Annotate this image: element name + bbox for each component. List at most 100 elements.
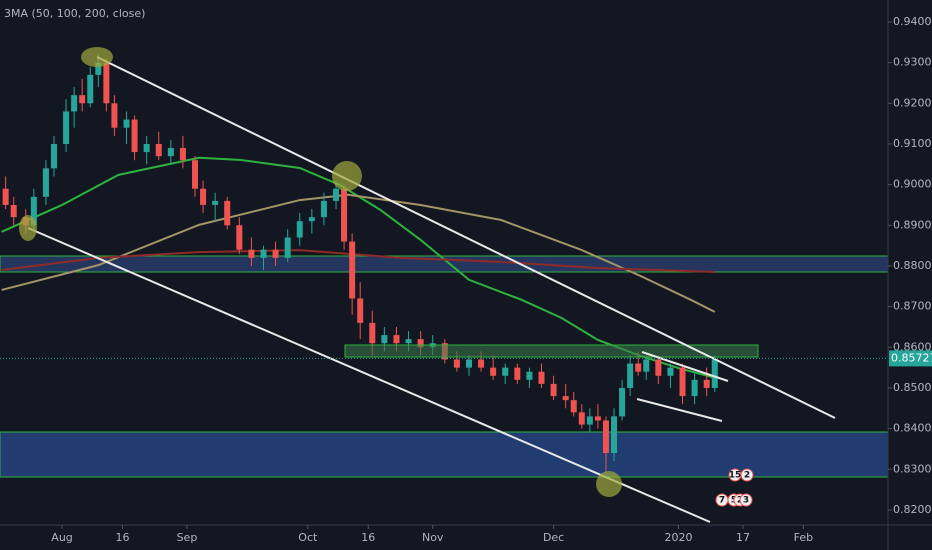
candle-body [586,416,593,425]
candle-body [478,359,485,368]
candle-body [143,143,150,153]
event-icon[interactable] [740,468,754,482]
candle-body [550,383,557,397]
candle-body [538,371,545,384]
x-tick-label: 16 [361,531,375,544]
candle-body [248,249,255,258]
candle-body [691,379,698,397]
candle-body [192,160,199,189]
x-tick-label: Sep [177,531,198,544]
candle-body [514,367,521,380]
candle-body [703,379,710,388]
candle-body [502,367,509,376]
event-count: 7 [719,496,725,506]
candle-body [562,396,569,401]
candle-body [619,387,626,417]
candle-body [284,237,291,258]
candle-body [71,95,78,112]
x-tick-label: Aug [51,531,72,544]
candle-body [381,335,388,344]
candle-body [341,188,348,242]
candle-body [260,249,267,258]
y-tick-label: 0.82000 [893,503,932,516]
events[interactable]: 15 2 7 5 2 3 [715,468,754,507]
candle-body [79,95,86,104]
candle-body [10,204,17,218]
candle-body [155,143,162,157]
event-icon[interactable] [739,493,753,507]
candle-body [602,420,609,454]
candle-body [490,367,497,376]
candle-body [200,188,207,205]
zones [0,255,889,478]
candle-body [611,416,618,454]
candle-body [131,119,138,153]
candle-body [63,111,70,144]
candle-body [526,371,533,380]
candle-body [369,322,376,344]
candle-body [111,103,118,128]
trend-line [636,398,723,422]
zone [0,431,889,478]
candle-body [594,416,601,421]
candle-body [679,367,686,397]
candle-body [711,359,718,388]
x-tick-label: 17 [736,531,750,544]
zone [344,344,759,358]
x-tick-label: 16 [115,531,129,544]
candle-body [453,359,460,368]
chart-title: 3MA (50, 100, 200, close) [4,7,145,20]
last-price-badge [889,350,932,367]
candle-body [224,200,231,226]
highlight [596,471,622,497]
x-tick-label: Dec [543,531,564,544]
plot [1,54,718,474]
candle-body [667,367,674,376]
highlight [332,161,362,191]
candle-body [272,249,279,258]
x-tick-label: 2020 [664,531,692,544]
candle-body [320,200,327,218]
candle-body [627,363,634,388]
event-count: 3 [743,496,749,506]
drawings [19,47,836,523]
candle-body [349,241,356,299]
candle-body [405,339,412,344]
x-tick-label: Oct [298,531,318,544]
candle-body [635,363,642,372]
candle-body [103,62,110,104]
candle-body [393,335,400,344]
candle-body [2,188,9,205]
trend-line [641,351,729,382]
candle-body [578,412,585,425]
event-count: 2 [744,471,750,481]
candle-body [570,400,577,413]
highlight [81,47,113,67]
trend-line [96,56,836,419]
candle-body [95,62,102,75]
candle-body [643,359,650,372]
highlight [19,215,37,241]
candle-body [655,359,662,376]
candle-body [308,217,315,222]
candle-body [179,148,186,161]
candle-body [296,221,303,238]
event-count: 15 [729,471,742,481]
candle-body [357,298,364,323]
candle-body [212,200,219,205]
candle-body [236,225,243,250]
candle-body [417,339,424,348]
moving-average [1,193,716,313]
